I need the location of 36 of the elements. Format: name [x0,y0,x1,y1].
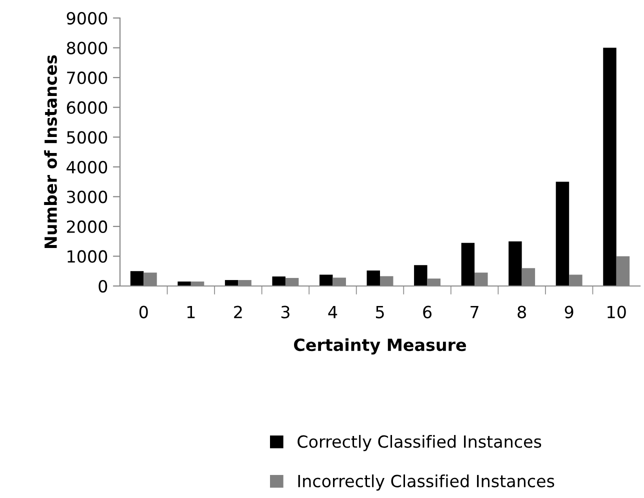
x-tick-label: 10 [608,306,626,318]
bar [319,274,333,286]
x-tick-label: 5 [376,306,384,318]
legend-label: Correctly Classified Instances [298,435,542,452]
y-tick-label: 9000 [66,12,108,25]
x-tick-label: 0 [139,306,148,318]
x-tick-label: 4 [328,306,338,318]
x-tick-label: 7 [470,306,478,318]
bar [556,182,570,286]
bar [366,270,380,286]
bar [224,280,238,286]
bar [461,242,475,286]
x-tick-label: 9 [564,306,574,318]
bar [603,48,616,286]
x-tick-label: 3 [281,306,290,318]
y-tick-label: 4000 [66,160,108,174]
y-tick-label: 7000 [67,72,108,84]
x-tick-label: 2 [234,306,242,318]
x-tick-label: 1 [187,306,195,318]
y-axis-title: Number of Instances [44,55,57,248]
bar [272,276,286,286]
bar [508,241,522,286]
bar [414,265,428,286]
x-tick-label: 6 [423,306,432,318]
y-tick-label: 3000 [67,190,108,204]
bar [178,282,191,286]
bar [130,271,144,286]
y-tick-label: 0 [98,280,108,293]
x-axis-title: Certainty Measure [294,338,466,354]
y-tick-label: 5000 [67,131,108,144]
x-tick-label: 8 [518,306,526,318]
y-tick-label: 6000 [66,101,108,114]
y-tick-label: 1000 [68,250,108,263]
y-tick-label: 8000 [66,42,108,54]
legend-label: Incorrectly Classified Instances [298,474,554,491]
y-tick-label: 2000 [67,220,108,234]
